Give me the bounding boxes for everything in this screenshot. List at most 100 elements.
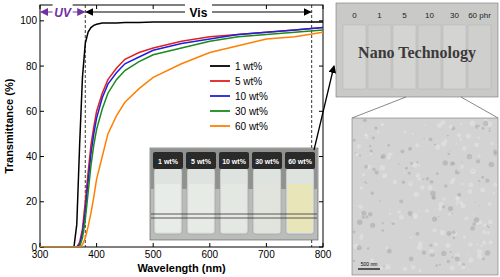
vial-liquid (189, 184, 214, 232)
tem-grain (408, 147, 412, 151)
y-tick-label: 0 (31, 242, 37, 253)
series-line (40, 30, 323, 247)
x-tick-top (323, 5, 324, 9)
tem-grain (410, 162, 413, 165)
tem-grain (482, 258, 485, 261)
tem-grain (466, 133, 471, 138)
tem-grain (461, 183, 463, 185)
tem-grain (355, 205, 356, 206)
tem-grain (463, 235, 466, 238)
tem-grain (452, 177, 456, 181)
x-tick-label: 800 (315, 249, 332, 260)
vial-label: 1 wt% (158, 158, 179, 165)
tem-grain (367, 247, 369, 249)
tem-grain (478, 180, 480, 182)
series-line (40, 22, 323, 247)
tem-grain (368, 212, 372, 216)
tem-grain (474, 142, 479, 147)
x-tick (209, 243, 210, 247)
tem-grain (381, 123, 384, 126)
tem-grain (359, 213, 361, 215)
tem-grain (451, 256, 453, 258)
vial-cap (153, 152, 183, 169)
tem-grain (429, 137, 433, 141)
vial-glass (286, 168, 314, 234)
tem-grain (475, 125, 480, 130)
tem-grain (447, 231, 452, 236)
tem-grain (442, 205, 445, 208)
tem-grain (370, 223, 375, 228)
tem-grain (447, 260, 450, 263)
tem-grain (462, 146, 467, 151)
film-label: 1 (377, 11, 382, 20)
tem-grain (438, 216, 439, 217)
tem-grain (472, 222, 476, 226)
tem-grain (482, 240, 486, 244)
vial-cap (252, 152, 282, 169)
zoom-line (352, 97, 406, 118)
tem-grain (439, 264, 441, 266)
tem-grain (411, 265, 416, 270)
y-tick-right (319, 20, 323, 21)
tem-grain (418, 210, 420, 212)
x-tick (266, 243, 267, 247)
tem-grain (393, 180, 398, 185)
tem-grain (379, 165, 385, 171)
tem-grain (382, 222, 384, 224)
y-tick-right (319, 66, 323, 67)
tem-grain (402, 181, 405, 184)
tem-grain (433, 228, 437, 232)
tem-grain (363, 118, 367, 122)
film-text: Nano Technology (358, 44, 476, 62)
tem-grain (449, 125, 453, 129)
tem-grain (455, 143, 457, 145)
scale-bar-label: 500 nm (361, 261, 378, 267)
tem-grain (493, 149, 497, 153)
tem-grain (364, 133, 367, 136)
tem-grain (385, 264, 390, 269)
tem-grain (371, 133, 372, 134)
tem-grain (464, 216, 468, 220)
tem-grain (379, 200, 381, 202)
tem-grain (417, 177, 421, 181)
x-tick-top (40, 5, 41, 9)
tem-grain (468, 257, 473, 262)
tem-grain (399, 199, 403, 203)
legend-label: 60 wt% (235, 121, 268, 132)
tem-grain (426, 177, 429, 180)
tem-grain (425, 209, 429, 213)
tem-grain (387, 249, 392, 254)
tem-grain (420, 185, 425, 190)
tem-grain (440, 230, 445, 235)
tem-grain (457, 133, 461, 137)
series-line (40, 28, 323, 247)
tem-grain (478, 155, 481, 158)
tem-grain (438, 206, 443, 211)
tem-grain (486, 231, 490, 235)
tem-grain (365, 216, 368, 219)
tem-grain (371, 127, 372, 128)
tem-grain (490, 142, 493, 145)
tem-grain (441, 251, 446, 256)
tem-grain (442, 220, 443, 221)
tem-grain (482, 127, 485, 130)
tem-grain (413, 192, 418, 197)
tem-grain (355, 153, 358, 156)
tem-grain (364, 181, 366, 183)
tem-grain (441, 141, 446, 146)
tem-grain (461, 204, 466, 209)
tem-grain (445, 243, 450, 248)
tem-grain (423, 138, 424, 139)
tem-grain (375, 170, 379, 174)
tem-grain (476, 243, 478, 245)
tem-grain (468, 268, 470, 270)
tem-grain (369, 145, 371, 147)
tem-grain (362, 216, 365, 219)
vial-liquid (288, 184, 313, 232)
tem-grain (353, 260, 355, 262)
y-tick (40, 66, 44, 67)
tem-grain (430, 191, 436, 197)
tem-grain (434, 242, 438, 246)
film-photo (336, 3, 498, 97)
vial-glass (253, 168, 281, 234)
